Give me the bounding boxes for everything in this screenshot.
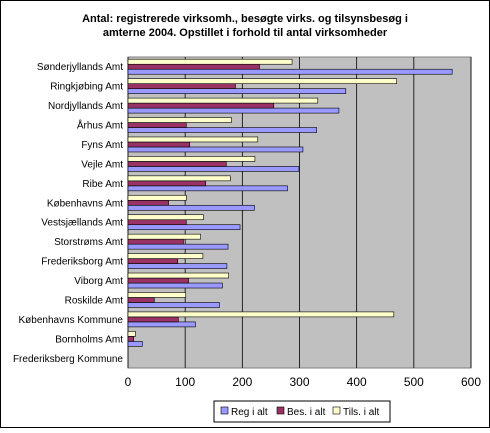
legend-swatch-0 xyxy=(220,406,229,415)
bar-reg-10 xyxy=(127,263,228,269)
legend-label-0: Reg i alt xyxy=(231,407,268,418)
bar-bes-11 xyxy=(127,277,189,284)
bar-reg-11 xyxy=(127,282,223,289)
bar-bes-14 xyxy=(127,336,135,342)
category-label-0: Sønderjyllands Amt xyxy=(37,62,123,73)
bar-reg-1 xyxy=(127,88,347,94)
bar-tils-12 xyxy=(127,292,187,298)
category-label-15: Frederiksberg Kommune xyxy=(13,354,123,365)
legend-box xyxy=(213,400,391,423)
bar-reg-8 xyxy=(127,224,241,231)
chart-title-line-1: Antal: registrerede virksomh., besøgte v… xyxy=(82,13,408,25)
category-label-14: Bornholms Amt xyxy=(55,334,123,345)
bar-tils-8 xyxy=(127,214,204,221)
bar-bes-1 xyxy=(127,83,236,89)
category-labels: Sønderjyllands Amt Ringkjøbing Amt Nordjyl… xyxy=(13,62,123,365)
category-label-11: Viborg Amt xyxy=(74,276,123,287)
bar-tils-6 xyxy=(127,175,231,182)
category-label-12: Roskilde Amt xyxy=(65,295,124,306)
bar-reg-4 xyxy=(127,146,304,153)
bar-bes-13 xyxy=(127,316,179,323)
x-tick-label-3: 300 xyxy=(289,375,309,389)
bar-tils-14 xyxy=(127,331,136,337)
bar-bes-5 xyxy=(127,161,227,167)
bar-reg-6 xyxy=(127,185,288,192)
bar-bes-2 xyxy=(127,102,275,109)
bar-bes-6 xyxy=(127,180,207,187)
legend-swatch-1 xyxy=(276,406,285,415)
bar-tils-5 xyxy=(127,156,256,162)
bar-tils-0 xyxy=(127,58,293,65)
bar-reg-3 xyxy=(127,127,317,133)
bar-bes-8 xyxy=(127,219,187,226)
bar-tils-11 xyxy=(127,272,229,279)
bar-bes-7 xyxy=(127,199,169,206)
bar-tils-4 xyxy=(127,136,259,143)
bar-reg-14 xyxy=(127,341,143,347)
bar-tils-7 xyxy=(127,194,187,201)
x-tick-label-0: 0 xyxy=(125,375,132,389)
x-tick-labels: 0 100 200 300 400 500 600 xyxy=(125,375,482,389)
bar-reg-12 xyxy=(127,302,220,308)
bar-tils-13 xyxy=(127,311,395,318)
category-label-10: Frederiksborg Amt xyxy=(41,257,123,268)
bar-reg-13 xyxy=(127,321,196,328)
bar-reg-9 xyxy=(127,243,229,250)
bar-reg-7 xyxy=(127,204,255,211)
bar-reg-5 xyxy=(127,166,300,172)
bar-bes-3 xyxy=(127,122,187,128)
bar-tils-10 xyxy=(127,253,204,259)
bar-bes-10 xyxy=(127,258,179,264)
x-tick-label-5: 500 xyxy=(404,375,424,389)
bars xyxy=(127,58,453,347)
legend-label-2: Tils. i alt xyxy=(343,407,380,418)
category-label-8: Vestsjællands Amt xyxy=(41,218,123,229)
bar-tils-1 xyxy=(127,78,397,84)
category-label-2: Nordjyllands Amt xyxy=(48,101,123,112)
bar-bes-0 xyxy=(127,63,260,70)
bar-bes-9 xyxy=(127,238,184,245)
chart-title-line-2: amterne 2004. Opstillet i forhold til an… xyxy=(103,27,388,39)
x-tick-label-4: 400 xyxy=(347,375,367,389)
x-tick-label-2: 200 xyxy=(232,375,252,389)
category-label-9: Storstrøms Amt xyxy=(54,237,123,248)
category-label-4: Fyns Amt xyxy=(81,140,123,151)
bar-reg-2 xyxy=(127,107,340,114)
x-tick-label-1: 100 xyxy=(175,375,195,389)
x-tick-label-6: 600 xyxy=(461,375,481,389)
bar-reg-0 xyxy=(127,68,453,75)
bar-bes-12 xyxy=(127,297,155,303)
bar-tils-9 xyxy=(127,233,201,240)
category-label-5: Vejle Amt xyxy=(81,159,123,170)
bar-tils-3 xyxy=(127,117,232,123)
legend-swatch-2 xyxy=(332,406,341,415)
legend: Reg i alt Bes. i alt Tils. i alt xyxy=(213,400,391,423)
bar-tils-2 xyxy=(127,97,319,104)
category-label-13: Københavns Kommune xyxy=(18,315,123,326)
category-label-3: Århus Amt xyxy=(77,119,123,132)
bar-bes-4 xyxy=(127,141,191,148)
category-label-1: Ringkjøbing Amt xyxy=(50,82,123,93)
legend-label-1: Bes. i alt xyxy=(287,407,326,418)
category-label-6: Ribe Amt xyxy=(82,179,123,190)
category-label-7: Københavns Amt xyxy=(47,198,123,209)
